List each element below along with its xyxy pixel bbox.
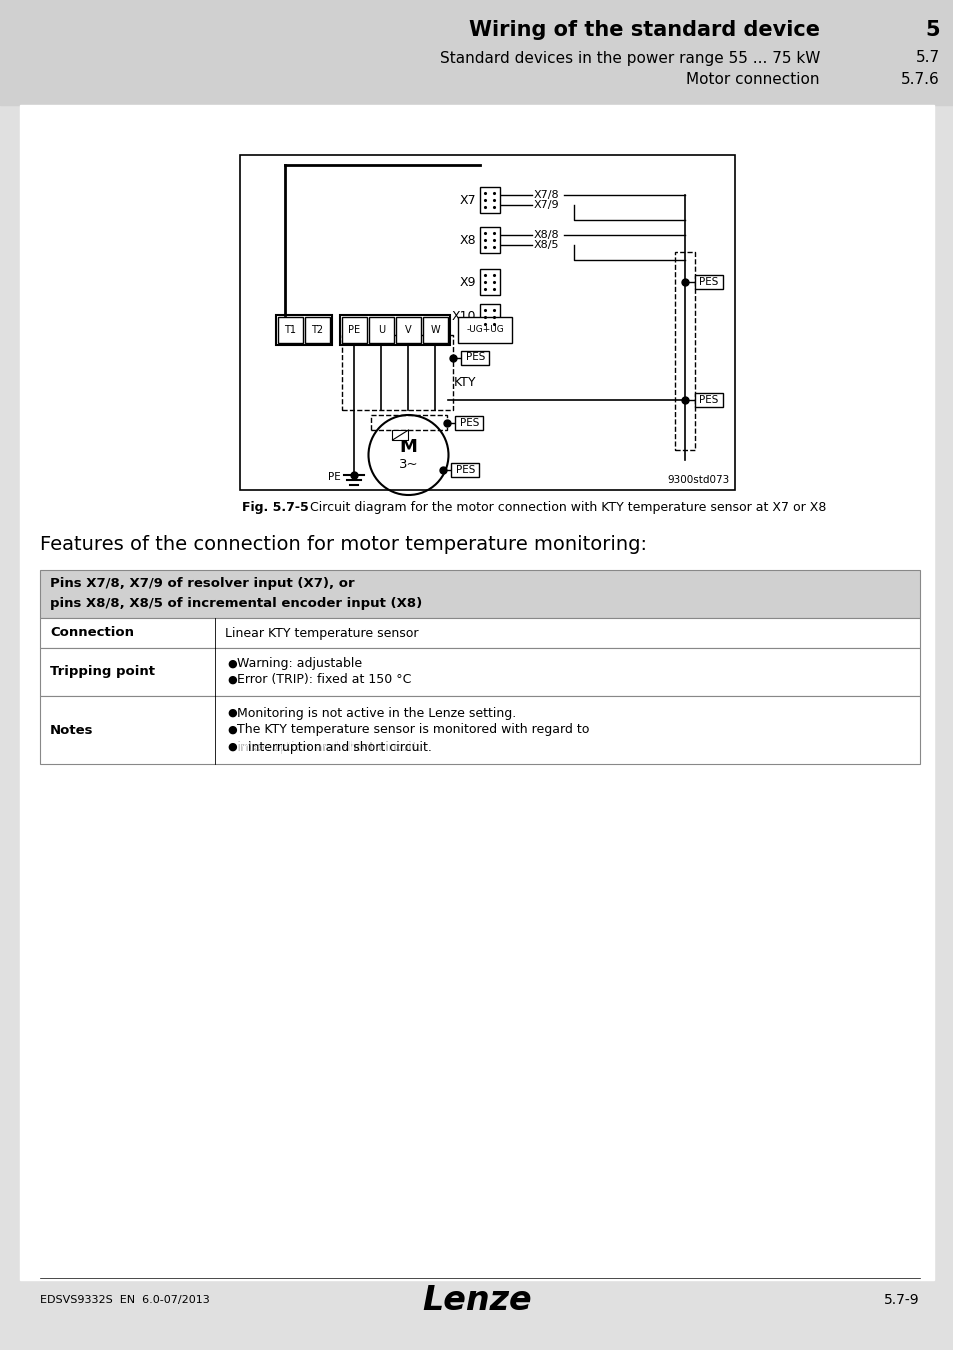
Bar bbox=[455, 416, 483, 429]
Text: X8/8: X8/8 bbox=[534, 230, 559, 240]
Text: 5.7-9: 5.7-9 bbox=[883, 1293, 919, 1307]
Text: pins X8/8, X8/5 of incremental encoder input (X8): pins X8/8, X8/5 of incremental encoder i… bbox=[50, 598, 422, 610]
Bar bbox=[277, 317, 303, 343]
Text: PES: PES bbox=[459, 417, 478, 428]
Text: X9: X9 bbox=[459, 275, 476, 289]
Text: 3~: 3~ bbox=[398, 459, 417, 471]
Text: interruption and short circuit.: interruption and short circuit. bbox=[236, 741, 420, 753]
Bar bbox=[479, 304, 499, 329]
Text: KTY: KTY bbox=[453, 375, 476, 389]
Text: Error (TRIP): fixed at 150 °C: Error (TRIP): fixed at 150 °C bbox=[236, 674, 411, 687]
Text: 5: 5 bbox=[924, 20, 939, 40]
Text: Motor connection: Motor connection bbox=[686, 73, 820, 88]
Bar bbox=[341, 317, 367, 343]
Bar bbox=[457, 317, 512, 343]
Text: PES: PES bbox=[699, 277, 718, 288]
Bar bbox=[275, 315, 332, 346]
Text: ●: ● bbox=[227, 707, 236, 718]
Text: Wiring of the standard device: Wiring of the standard device bbox=[469, 20, 820, 40]
Text: Warning: adjustable: Warning: adjustable bbox=[236, 657, 362, 671]
Text: PE: PE bbox=[328, 472, 340, 482]
Bar bbox=[479, 269, 499, 296]
Bar bbox=[339, 315, 450, 346]
Bar bbox=[695, 275, 722, 289]
Bar bbox=[422, 317, 448, 343]
Text: -UG+UG: -UG+UG bbox=[466, 325, 503, 335]
Text: The KTY temperature sensor is monitored with regard to: The KTY temperature sensor is monitored … bbox=[236, 724, 589, 737]
Text: ●: ● bbox=[227, 743, 236, 752]
Text: interruption and short circuit.: interruption and short circuit. bbox=[248, 741, 432, 753]
Bar bbox=[305, 317, 330, 343]
Text: X8/5: X8/5 bbox=[534, 240, 558, 250]
Bar bbox=[392, 431, 408, 440]
Bar bbox=[342, 335, 453, 410]
Bar bbox=[479, 188, 499, 213]
Text: W: W bbox=[430, 325, 440, 335]
Bar bbox=[40, 697, 919, 764]
Bar bbox=[395, 317, 420, 343]
Text: X7: X7 bbox=[459, 193, 476, 207]
Text: X8: X8 bbox=[459, 234, 476, 247]
Bar bbox=[371, 414, 447, 431]
Bar bbox=[369, 317, 394, 343]
Text: X7/8: X7/8 bbox=[534, 190, 559, 200]
Bar bbox=[40, 618, 919, 648]
Bar bbox=[451, 463, 479, 477]
Bar bbox=[461, 351, 489, 364]
Text: V: V bbox=[405, 325, 412, 335]
Text: PES: PES bbox=[456, 464, 475, 475]
Text: interruption and short circuit.: interruption and short circuit. bbox=[236, 741, 420, 753]
Text: Linear KTY temperature sensor: Linear KTY temperature sensor bbox=[225, 626, 418, 640]
Text: Features of the connection for motor temperature monitoring:: Features of the connection for motor tem… bbox=[40, 536, 646, 555]
Bar bbox=[0, 0, 953, 105]
Bar bbox=[40, 570, 919, 618]
Text: T1: T1 bbox=[284, 325, 296, 335]
Bar bbox=[695, 393, 722, 406]
Text: Standard devices in the power range 55 ... 75 kW: Standard devices in the power range 55 .… bbox=[439, 50, 820, 66]
Text: Connection: Connection bbox=[50, 626, 133, 640]
Text: M: M bbox=[399, 437, 417, 456]
Text: ●: ● bbox=[227, 659, 236, 670]
Bar bbox=[40, 648, 919, 697]
Text: Circuit diagram for the motor connection with KTY temperature sensor at X7 or X8: Circuit diagram for the motor connection… bbox=[310, 501, 825, 514]
Text: Notes: Notes bbox=[50, 724, 93, 737]
Bar bbox=[675, 252, 695, 450]
Text: T2: T2 bbox=[311, 325, 323, 335]
Text: U: U bbox=[377, 325, 385, 335]
Text: Monitoring is not active in the Lenze setting.: Monitoring is not active in the Lenze se… bbox=[236, 706, 516, 720]
Text: EDSVS9332S  EN  6.0-07/2013: EDSVS9332S EN 6.0-07/2013 bbox=[40, 1295, 210, 1305]
Text: X10: X10 bbox=[451, 310, 476, 324]
Text: ●: ● bbox=[227, 675, 236, 684]
Text: 9300std073: 9300std073 bbox=[667, 475, 729, 485]
Bar bbox=[479, 227, 499, 252]
Text: PES: PES bbox=[465, 352, 485, 363]
Text: PES: PES bbox=[699, 396, 718, 405]
Text: ●: ● bbox=[227, 725, 236, 734]
Bar bbox=[20, 105, 933, 1280]
Text: Fig. 5.7-5: Fig. 5.7-5 bbox=[242, 501, 309, 514]
Text: X7/9: X7/9 bbox=[534, 200, 559, 211]
Text: PE: PE bbox=[348, 325, 360, 335]
Text: 5.7.6: 5.7.6 bbox=[901, 73, 939, 88]
Text: Lenze: Lenze bbox=[422, 1284, 531, 1316]
Bar bbox=[240, 155, 734, 490]
Text: Pins X7/8, X7/9 of resolver input (X7), or: Pins X7/8, X7/9 of resolver input (X7), … bbox=[50, 578, 355, 590]
Text: 5.7: 5.7 bbox=[915, 50, 939, 66]
Text: Tripping point: Tripping point bbox=[50, 666, 154, 679]
